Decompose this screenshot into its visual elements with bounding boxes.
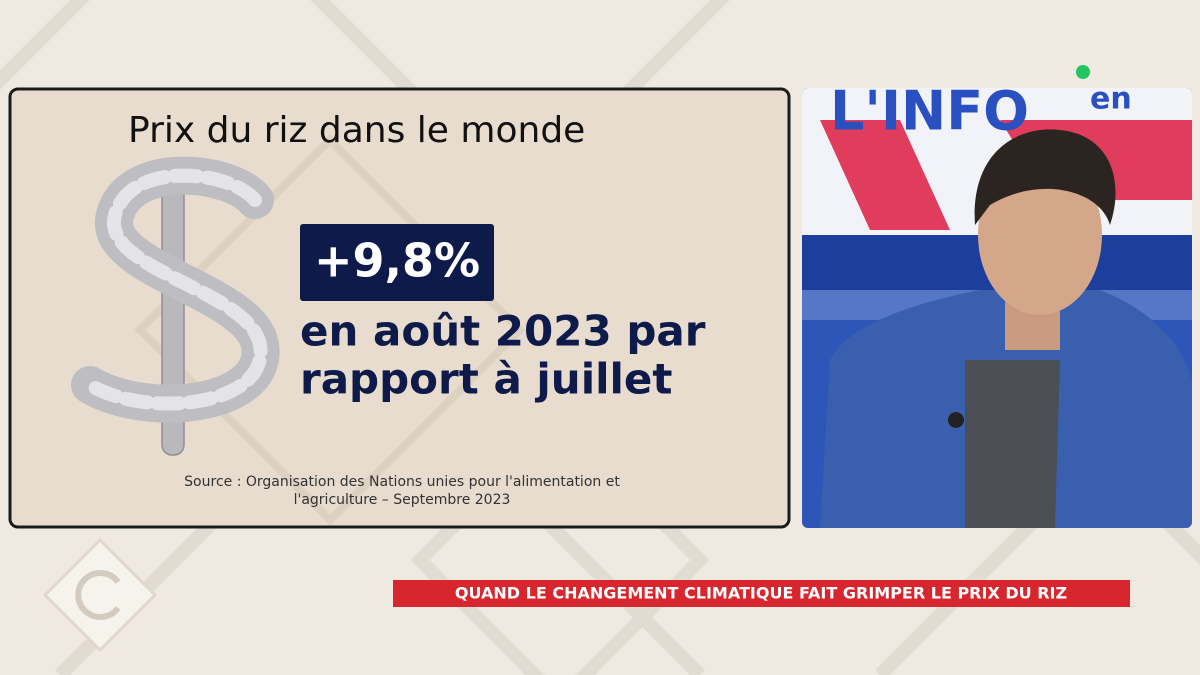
highlight-badge bbox=[300, 224, 494, 301]
live-dot bbox=[1076, 65, 1090, 79]
studio-video: L'INFO en bbox=[802, 80, 1192, 528]
studio-logo: en bbox=[1090, 82, 1132, 117]
rice-dollar-illustration bbox=[71, 156, 280, 456]
studio-logo: L'INFO bbox=[830, 80, 1029, 143]
card-title: Prix du riz dans le monde bbox=[128, 110, 585, 151]
highlight-line: en août 2023 par bbox=[300, 307, 706, 356]
highlight-line: rapport à juillet bbox=[300, 355, 672, 404]
channel-logo bbox=[42, 537, 158, 653]
source-line: Source : Organisation des Nations unies … bbox=[184, 474, 620, 490]
highlight-value: +9,8% bbox=[314, 234, 480, 288]
headline-text: QUAND LE CHANGEMENT CLIMATIQUE FAIT GRIM… bbox=[455, 584, 1067, 603]
source-line: l'agriculture – Septembre 2023 bbox=[294, 492, 511, 508]
headline-banner bbox=[393, 580, 1130, 607]
